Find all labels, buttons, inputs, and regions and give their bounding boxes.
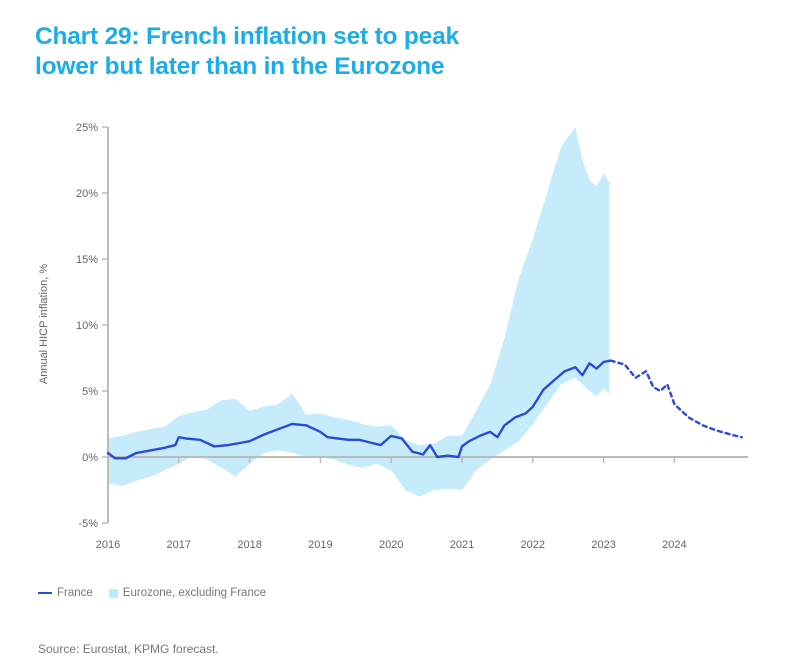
x-tick-label: 2024 (662, 539, 686, 551)
eurozone-band (108, 127, 610, 497)
chart-title: Chart 29: French inflation set to peak l… (35, 22, 595, 82)
y-axis-label: Annual HICP inflation, % (38, 264, 50, 384)
y-tick-label: 5% (82, 386, 98, 398)
series-layer (106, 359, 743, 460)
x-tick-label: 2023 (591, 539, 615, 551)
y-tick-label: 20% (76, 188, 98, 200)
chart-title-line-1: Chart 29: French inflation set to peak (35, 23, 459, 50)
france-forecast-line (609, 359, 743, 439)
x-tick-label: 2019 (308, 539, 332, 551)
legend-eurozone-swatch (108, 588, 118, 598)
y-tick-label: 15% (76, 254, 98, 266)
legend-eurozone-label: Eurozone, excluding France (122, 587, 266, 599)
x-tick-label: 2018 (237, 539, 261, 551)
x-tick-label: 2017 (167, 539, 191, 551)
x-tick-label: 2022 (521, 539, 545, 551)
legend-france-label: France (57, 587, 93, 599)
y-tick-label: 10% (76, 320, 98, 332)
x-tick-label: 2021 (450, 539, 474, 551)
x-tick-label: 2020 (379, 539, 403, 551)
france-line (106, 359, 612, 460)
legend-france-swatch (38, 592, 52, 594)
source-note: Source: Eurostat, KPMG forecast. (38, 642, 219, 656)
legend: France Eurozone, excluding France (38, 587, 266, 599)
y-tick-label: 0% (82, 452, 98, 464)
y-tick-label: 25% (76, 122, 98, 134)
axes: -5% 0% 5% 10% 15% 20% 25% 2016 2017 2018 2019 2020 2… (76, 122, 748, 551)
y-tick-label: -5% (78, 518, 98, 530)
chart-title-line-2: lower but later than in the Eurozone (35, 53, 445, 80)
x-tick-label: 2016 (96, 539, 120, 551)
band-layer (108, 127, 610, 497)
